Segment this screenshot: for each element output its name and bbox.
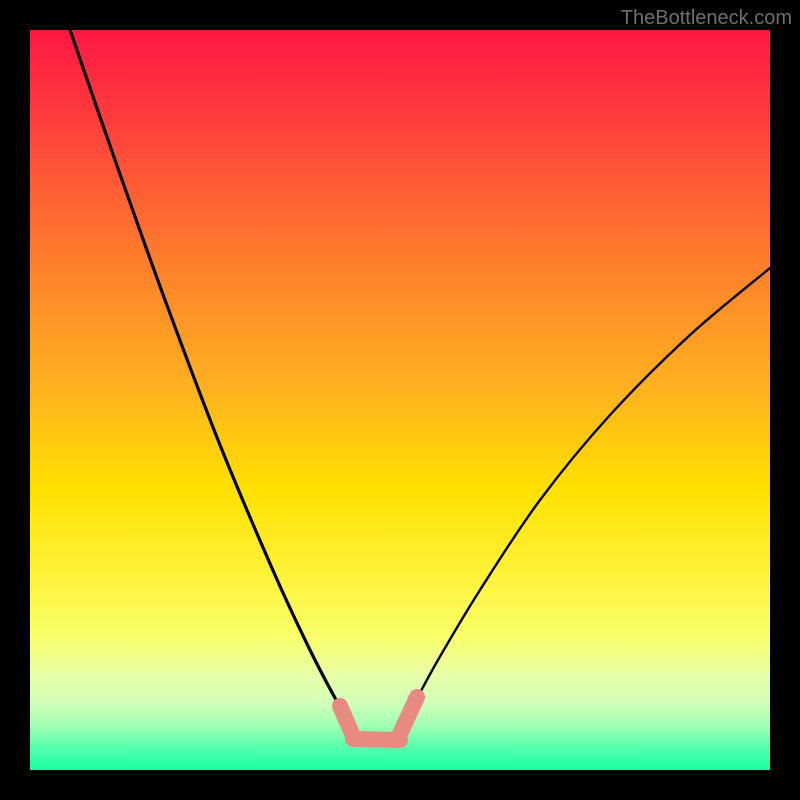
bottleneck-chart — [0, 0, 800, 800]
watermark-text: TheBottleneck.com — [621, 7, 792, 30]
plot-gradient-area — [30, 30, 770, 770]
chart-container: TheBottleneck.com — [0, 0, 800, 800]
